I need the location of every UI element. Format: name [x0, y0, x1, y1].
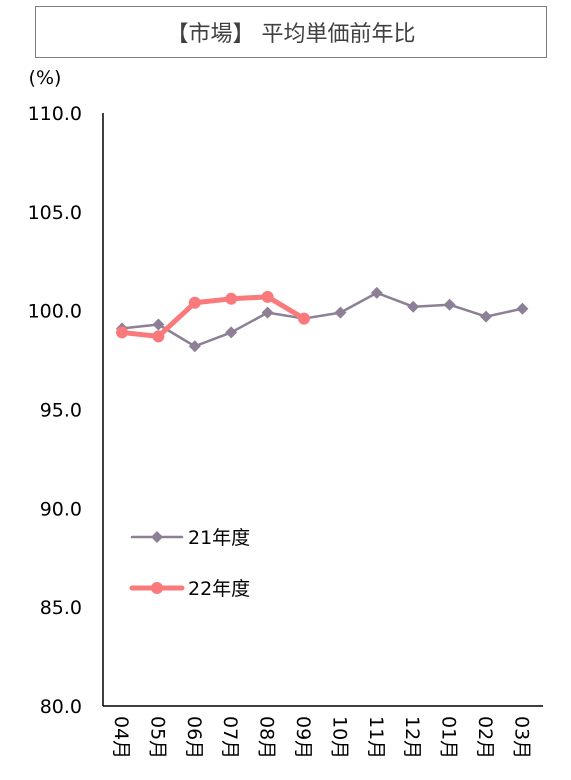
data-point	[152, 318, 165, 331]
data-point	[188, 296, 201, 309]
x-tick-label: 05月	[146, 716, 168, 759]
x-tick-labels: 04月 05月 06月 07月 08月 09月 10月 11月 12月 01月 02月 03月	[110, 716, 532, 759]
legend-marker	[151, 531, 163, 543]
y-tick-label: 80.0	[40, 696, 82, 718]
y-tick-label: 90.0	[40, 498, 82, 520]
legend: 21年度 22年度	[129, 527, 250, 600]
y-tick-label: 95.0	[40, 400, 82, 422]
data-point	[225, 292, 238, 305]
y-tick-label: 85.0	[40, 597, 82, 619]
data-point	[334, 306, 347, 319]
y-axis-unit-label: (%)	[29, 67, 62, 89]
x-tick-label: 12月	[401, 716, 423, 759]
x-tick-label: 02月	[474, 716, 496, 759]
legend-label: 21年度	[188, 527, 250, 549]
data-point	[225, 326, 238, 339]
data-point	[407, 300, 420, 313]
legend-marker	[151, 582, 163, 594]
data-point	[116, 326, 128, 339]
series-group	[116, 286, 529, 353]
legend-item: 22年度	[129, 578, 250, 600]
x-tick-label: 01月	[438, 716, 460, 759]
y-tick-label: 110.0	[28, 103, 82, 125]
data-point	[298, 312, 310, 325]
series-line	[119, 294, 307, 339]
chart-title: 【市場】 平均単価前年比	[35, 6, 547, 58]
data-point	[480, 310, 492, 323]
x-tick-label: 04月	[110, 716, 132, 759]
series-2	[116, 290, 310, 343]
x-tick-label: 11月	[365, 716, 387, 759]
data-point	[370, 286, 383, 299]
data-point	[188, 340, 201, 353]
legend-item: 21年度	[130, 527, 250, 549]
x-tick-label: 03月	[510, 716, 532, 759]
data-point	[443, 298, 456, 311]
series-line	[120, 291, 524, 348]
x-tick-label: 10月	[328, 716, 350, 759]
x-tick-label: 09月	[292, 716, 314, 759]
data-point	[516, 302, 529, 315]
y-tick-labels: 80.0 85.0 90.0 95.0 100.0 105.0 110.0	[28, 103, 82, 718]
legend-label: 22年度	[188, 578, 250, 600]
y-tick-label: 105.0	[28, 202, 82, 224]
x-tick-label: 08月	[256, 716, 278, 759]
y-tick-label: 100.0	[28, 301, 82, 323]
data-point	[152, 330, 165, 343]
x-tick-label: 06月	[183, 716, 205, 759]
series-1	[116, 286, 529, 353]
data-point	[261, 290, 274, 303]
x-tick-label: 07月	[219, 716, 241, 759]
data-point	[261, 306, 274, 319]
axes: (%)	[29, 67, 543, 707]
